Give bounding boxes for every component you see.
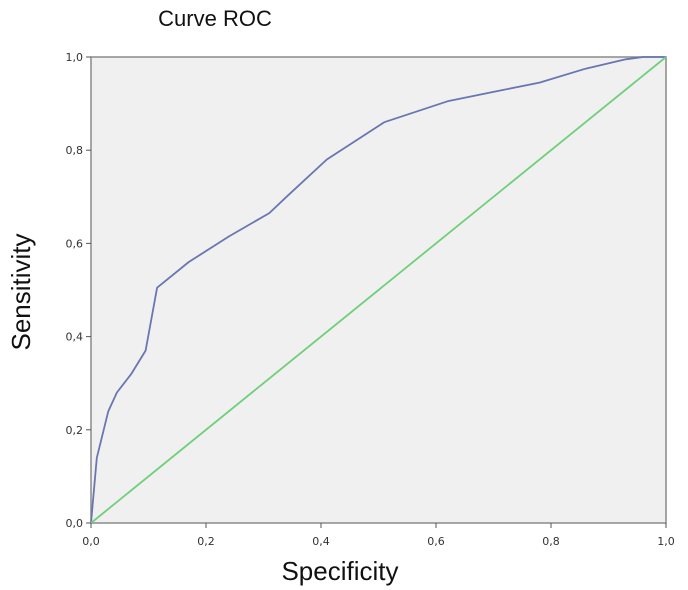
x-tick-label: 0,8 (542, 535, 560, 548)
y-tick-label: 1,0 (66, 51, 84, 64)
y-tick-label: 0,0 (66, 517, 84, 530)
roc-curve-line (90, 56, 666, 524)
x-axis-title: Specificity (281, 556, 398, 586)
x-tick-label: 0,2 (197, 535, 215, 548)
axis-layer: 0,0 0,2 0,4 0,6 0,8 1,0 0,0 0,2 0,4 0,6 0,8 1,0 (66, 51, 675, 548)
series-layer (90, 56, 667, 524)
reference-diagonal-line (90, 56, 667, 524)
x-tick-label: 0,0 (82, 535, 100, 548)
y-tick-label: 0,8 (66, 144, 84, 157)
y-tick-label: 0,4 (66, 331, 84, 344)
x-tick-label: 1,0 (657, 535, 675, 548)
y-tick-label: 0,2 (66, 424, 84, 437)
chart-title: Curve ROC (158, 6, 272, 31)
y-tick-label: 0,6 (66, 237, 84, 250)
x-tick-label: 0,4 (312, 535, 330, 548)
y-axis-title: Sensitivity (6, 233, 36, 350)
x-tick-label: 0,6 (427, 535, 445, 548)
